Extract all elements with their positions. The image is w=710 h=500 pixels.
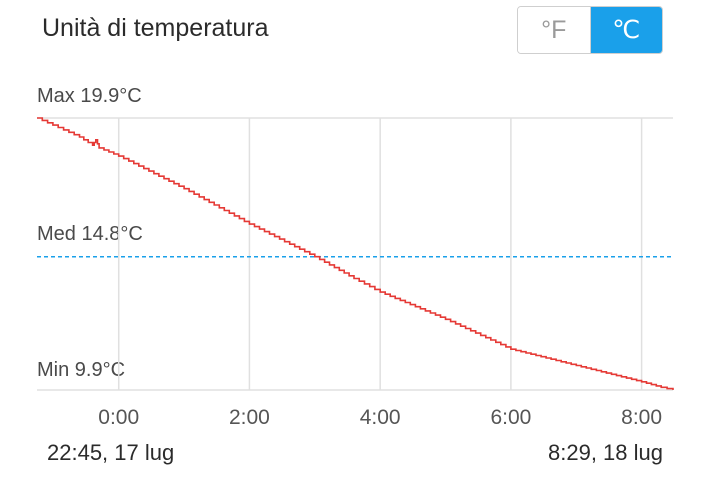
x-tick-label: 8:00 <box>621 406 662 429</box>
fahrenheit-button[interactable]: °F <box>518 7 591 53</box>
end-date-label: 8:29, 18 lug <box>548 440 663 465</box>
x-tick-label: 6:00 <box>490 406 531 429</box>
min-temperature-label: Min 9.9°C <box>37 359 126 381</box>
average-temperature-label: Med 14.8°C <box>37 223 143 245</box>
page-title: Unità di temperatura <box>42 14 269 42</box>
x-tick-label: 4:00 <box>360 406 401 429</box>
temperature-series-line <box>37 117 674 390</box>
x-tick-label: 0:00 <box>98 406 139 429</box>
celsius-button[interactable]: ℃ <box>590 7 662 53</box>
temperature-unit-toggle: °F ℃ <box>517 6 663 54</box>
temperature-chart: 0:00 2:00 4:00 6:00 8:00 <box>37 117 674 429</box>
x-tick-label: 2:00 <box>229 406 270 429</box>
max-temperature-label: Max 19.9°C <box>37 85 142 107</box>
start-date-label: 22:45, 17 lug <box>47 440 175 465</box>
